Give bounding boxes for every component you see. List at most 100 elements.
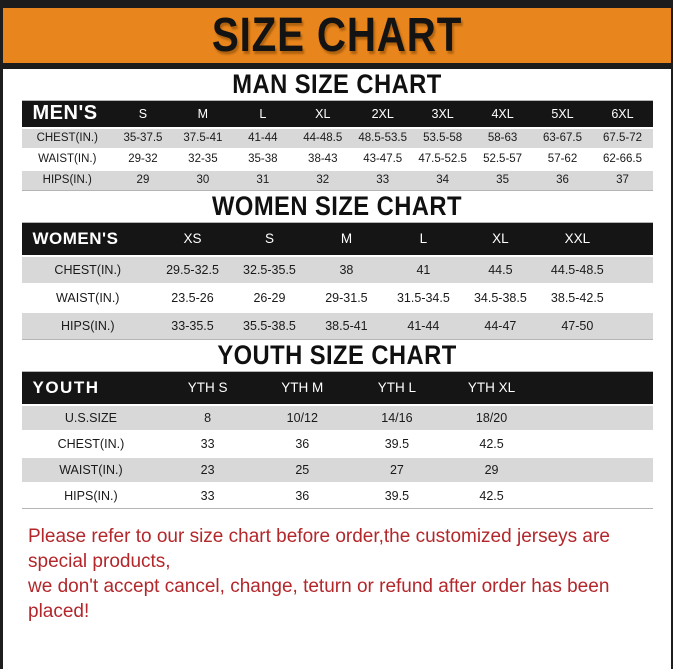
size-value-cell: 39.5 <box>384 436 410 451</box>
size-value-cell: 36 <box>295 488 310 503</box>
size-value-cell: 35-38 <box>248 153 278 165</box>
size-value-cell: 42.5 <box>479 436 504 451</box>
size-value-cell: 62-66.5 <box>602 153 642 165</box>
size-value-cell: 52.5-57 <box>483 153 523 165</box>
size-value-cell: 34.5-38.5 <box>473 290 527 305</box>
size-value-cell: 37.5-41 <box>183 132 223 144</box>
measurement-row-label: CHEST(IN.) <box>54 262 122 277</box>
size-value-cell: 18/20 <box>475 410 508 425</box>
measurement-row-label: U.S.SIZE <box>64 410 117 425</box>
size-value-cell: 35-37.5 <box>123 132 163 144</box>
size-value-cell: 41-44 <box>407 318 440 333</box>
footer-disclaimer: Please refer to our size chart before or… <box>3 524 671 624</box>
size-column-header: S <box>230 222 308 256</box>
size-column-header: L <box>232 100 293 128</box>
size-value-cell: 30 <box>196 174 210 187</box>
size-column-header: XXL <box>538 222 616 256</box>
table-row: HIPS(IN.) 33 36 39.5 42.5 <box>21 482 653 509</box>
size-value-cell: 44.5 <box>488 262 513 277</box>
size-value-cell: 44-48.5 <box>303 132 343 144</box>
size-value-cell: 41-44 <box>248 132 278 144</box>
size-value-cell: 29-31.5 <box>325 290 368 305</box>
table-row: CHEST(IN.) 35-37.5 37.5-41 41-44 44-48.5 48.5… <box>21 127 653 149</box>
size-value-cell: 8 <box>204 410 212 425</box>
size-column-header: YTH L <box>349 371 445 405</box>
table-row: WAIST(IN.) 29-32 32-35 35-38 38-43 43-47.5 47.… <box>21 148 653 170</box>
size-value-cell: 37 <box>616 174 629 187</box>
size-value-cell: 26-29 <box>253 290 286 305</box>
table-row: WAIST(IN.) 23.5-26 26-29 29-31.5 31.5-34.5 34… <box>21 283 653 312</box>
size-value-cell: 58-63 <box>487 132 518 144</box>
size-column-header: M <box>307 222 385 256</box>
table-corner-label: MEN'S <box>21 100 113 128</box>
row-filler-cell <box>539 431 653 457</box>
size-value-cell: 29-32 <box>128 153 158 165</box>
table-row: U.S.SIZE 8 10/12 14/16 18/20 <box>21 404 653 431</box>
top-black-bar <box>3 0 671 8</box>
size-column-header: 5XL <box>532 100 593 128</box>
size-value-cell: 32.5-35.5 <box>243 262 296 277</box>
measurement-row-label: WAIST(IN.) <box>59 462 123 477</box>
size-value-cell: 38-43 <box>308 153 338 165</box>
size-value-cell: 29.5-32.5 <box>166 262 219 277</box>
size-column-header: M <box>172 100 233 128</box>
size-column-header: 6XL <box>592 100 653 128</box>
size-column-header: YTH XL <box>444 371 539 405</box>
size-column-header: 4XL <box>472 100 533 128</box>
size-column-header: XL <box>292 100 353 128</box>
size-value-cell: 42.5 <box>479 488 504 503</box>
size-column-header: 2XL <box>352 100 413 128</box>
banner-title: SIZE CHART <box>211 8 463 62</box>
size-value-cell: 32-35 <box>188 153 218 165</box>
size-column-header: S <box>112 100 173 128</box>
size-value-cell: 38.5-41 <box>325 318 368 333</box>
banner-underline-bar <box>3 63 671 69</box>
men-size-table: MEN'S S M L XL 2XL 3XL 4XL 5XL 6XL CHEST(IN.) 35-37… <box>21 100 653 191</box>
size-column-header: 3XL <box>412 100 473 128</box>
youth-size-table: YOUTH YTH S YTH M YTH L YTH XL U.S.SIZE 8 10/12… <box>21 371 653 509</box>
size-value-cell: 23.5-26 <box>171 290 214 305</box>
row-filler-cell <box>539 457 653 483</box>
women-size-table: WOMEN'S XS S M L XL XXL CHEST(IN.) 29.5-32.5 32.5… <box>21 222 653 340</box>
size-value-cell: 14/16 <box>381 410 413 425</box>
size-value-cell: 44-47 <box>484 318 517 333</box>
measurement-row-label: CHEST(IN.) <box>57 436 125 451</box>
footer-disclaimer-line1: Please refer to our size chart before or… <box>28 526 610 572</box>
youth-size-section: YOUTH SIZE CHART YOUTH YTH S YTH M YTH L YTH… <box>3 340 671 509</box>
size-value-cell: 43-47.5 <box>363 153 403 165</box>
measurement-row-label: CHEST(IN.) <box>36 132 98 144</box>
size-value-cell: 35 <box>496 174 509 187</box>
table-row: CHEST(IN.) 29.5-32.5 32.5-35.5 38 41 44.5 44.5… <box>21 255 653 284</box>
table-header-row: WOMEN'S XS S M L XL XXL <box>21 222 653 256</box>
size-value-cell: 27 <box>389 462 404 477</box>
size-value-cell: 53.5-58 <box>423 132 463 144</box>
measurement-row-label: HIPS(IN.) <box>61 318 115 333</box>
table-corner-label: YOUTH <box>21 371 161 405</box>
youth-size-chart-heading: YOUTH SIZE CHART <box>217 340 457 370</box>
row-filler-cell <box>616 312 653 340</box>
row-filler-cell <box>539 405 653 431</box>
size-value-cell: 23 <box>200 462 215 477</box>
size-value-cell: 48.5-53.5 <box>358 132 407 144</box>
size-value-cell: 34 <box>436 174 450 187</box>
size-value-cell: 39.5 <box>384 488 410 503</box>
man-size-chart-heading: MAN SIZE CHART <box>232 69 442 99</box>
size-value-cell: 67.5-72 <box>602 132 642 144</box>
size-value-cell: 38.5-42.5 <box>550 290 604 305</box>
measurement-row-label: HIPS(IN.) <box>42 174 92 187</box>
man-size-section: MAN SIZE CHART MEN'S S M L XL 2XL 3XL 4XL 5XL 6XL… <box>3 69 671 191</box>
row-filler-cell <box>616 256 653 284</box>
size-value-cell: 35.5-38.5 <box>243 318 296 333</box>
table-corner-label: WOMEN'S <box>21 222 155 256</box>
size-value-cell: 38 <box>339 262 354 277</box>
size-column-header: XS <box>154 222 231 256</box>
size-value-cell: 10/12 <box>286 410 318 425</box>
header-filler-cell <box>538 371 653 405</box>
size-value-cell: 32 <box>316 174 330 187</box>
table-row: WAIST(IN.) 23 25 27 29 <box>21 456 653 483</box>
table-header-row: MEN'S S M L XL 2XL 3XL 4XL 5XL 6XL <box>21 100 653 128</box>
size-value-cell: 47.5-52.5 <box>418 153 467 165</box>
row-filler-cell <box>616 284 653 312</box>
size-value-cell: 33-35.5 <box>171 318 214 333</box>
